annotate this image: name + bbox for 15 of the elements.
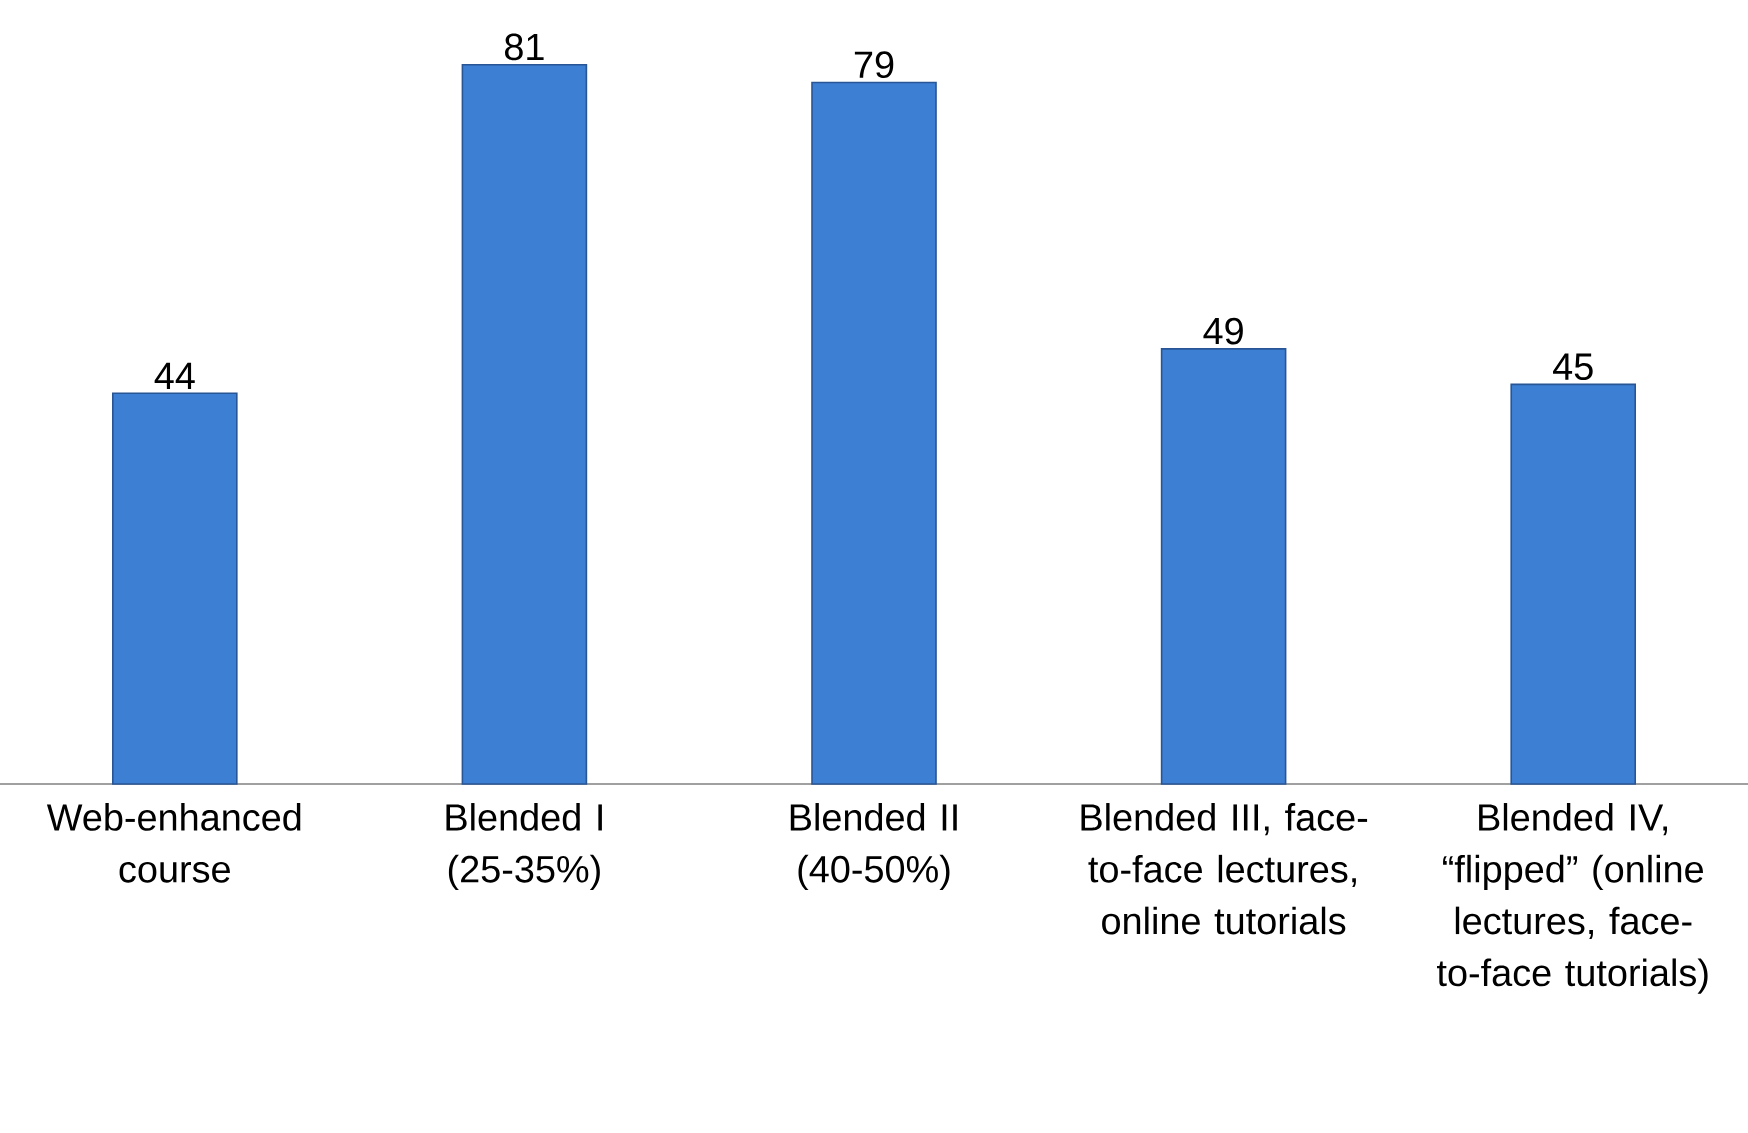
bar bbox=[461, 63, 588, 785]
x-tick-label: Blended II (40-50%) bbox=[790, 803, 957, 891]
x-tick-label: Blended I (25-35%) bbox=[446, 803, 602, 891]
data-label: 44 bbox=[154, 362, 195, 389]
x-tick-label: Blended III, face-to-face lectures, online tutorials bbox=[1081, 803, 1368, 935]
data-label: 49 bbox=[1203, 317, 1243, 345]
bar bbox=[1510, 383, 1637, 785]
data-label: 79 bbox=[854, 51, 894, 79]
data-label: 45 bbox=[1553, 353, 1593, 381]
data-label: 81 bbox=[505, 33, 544, 61]
bar bbox=[811, 81, 937, 785]
bar bbox=[1160, 348, 1287, 785]
bar bbox=[112, 392, 238, 785]
x-tick-label: Web-enhanced course bbox=[46, 803, 301, 883]
x-tick-label: Blended IV, “flipped” (online lectures, face-to-face tutorials) bbox=[1437, 803, 1708, 994]
